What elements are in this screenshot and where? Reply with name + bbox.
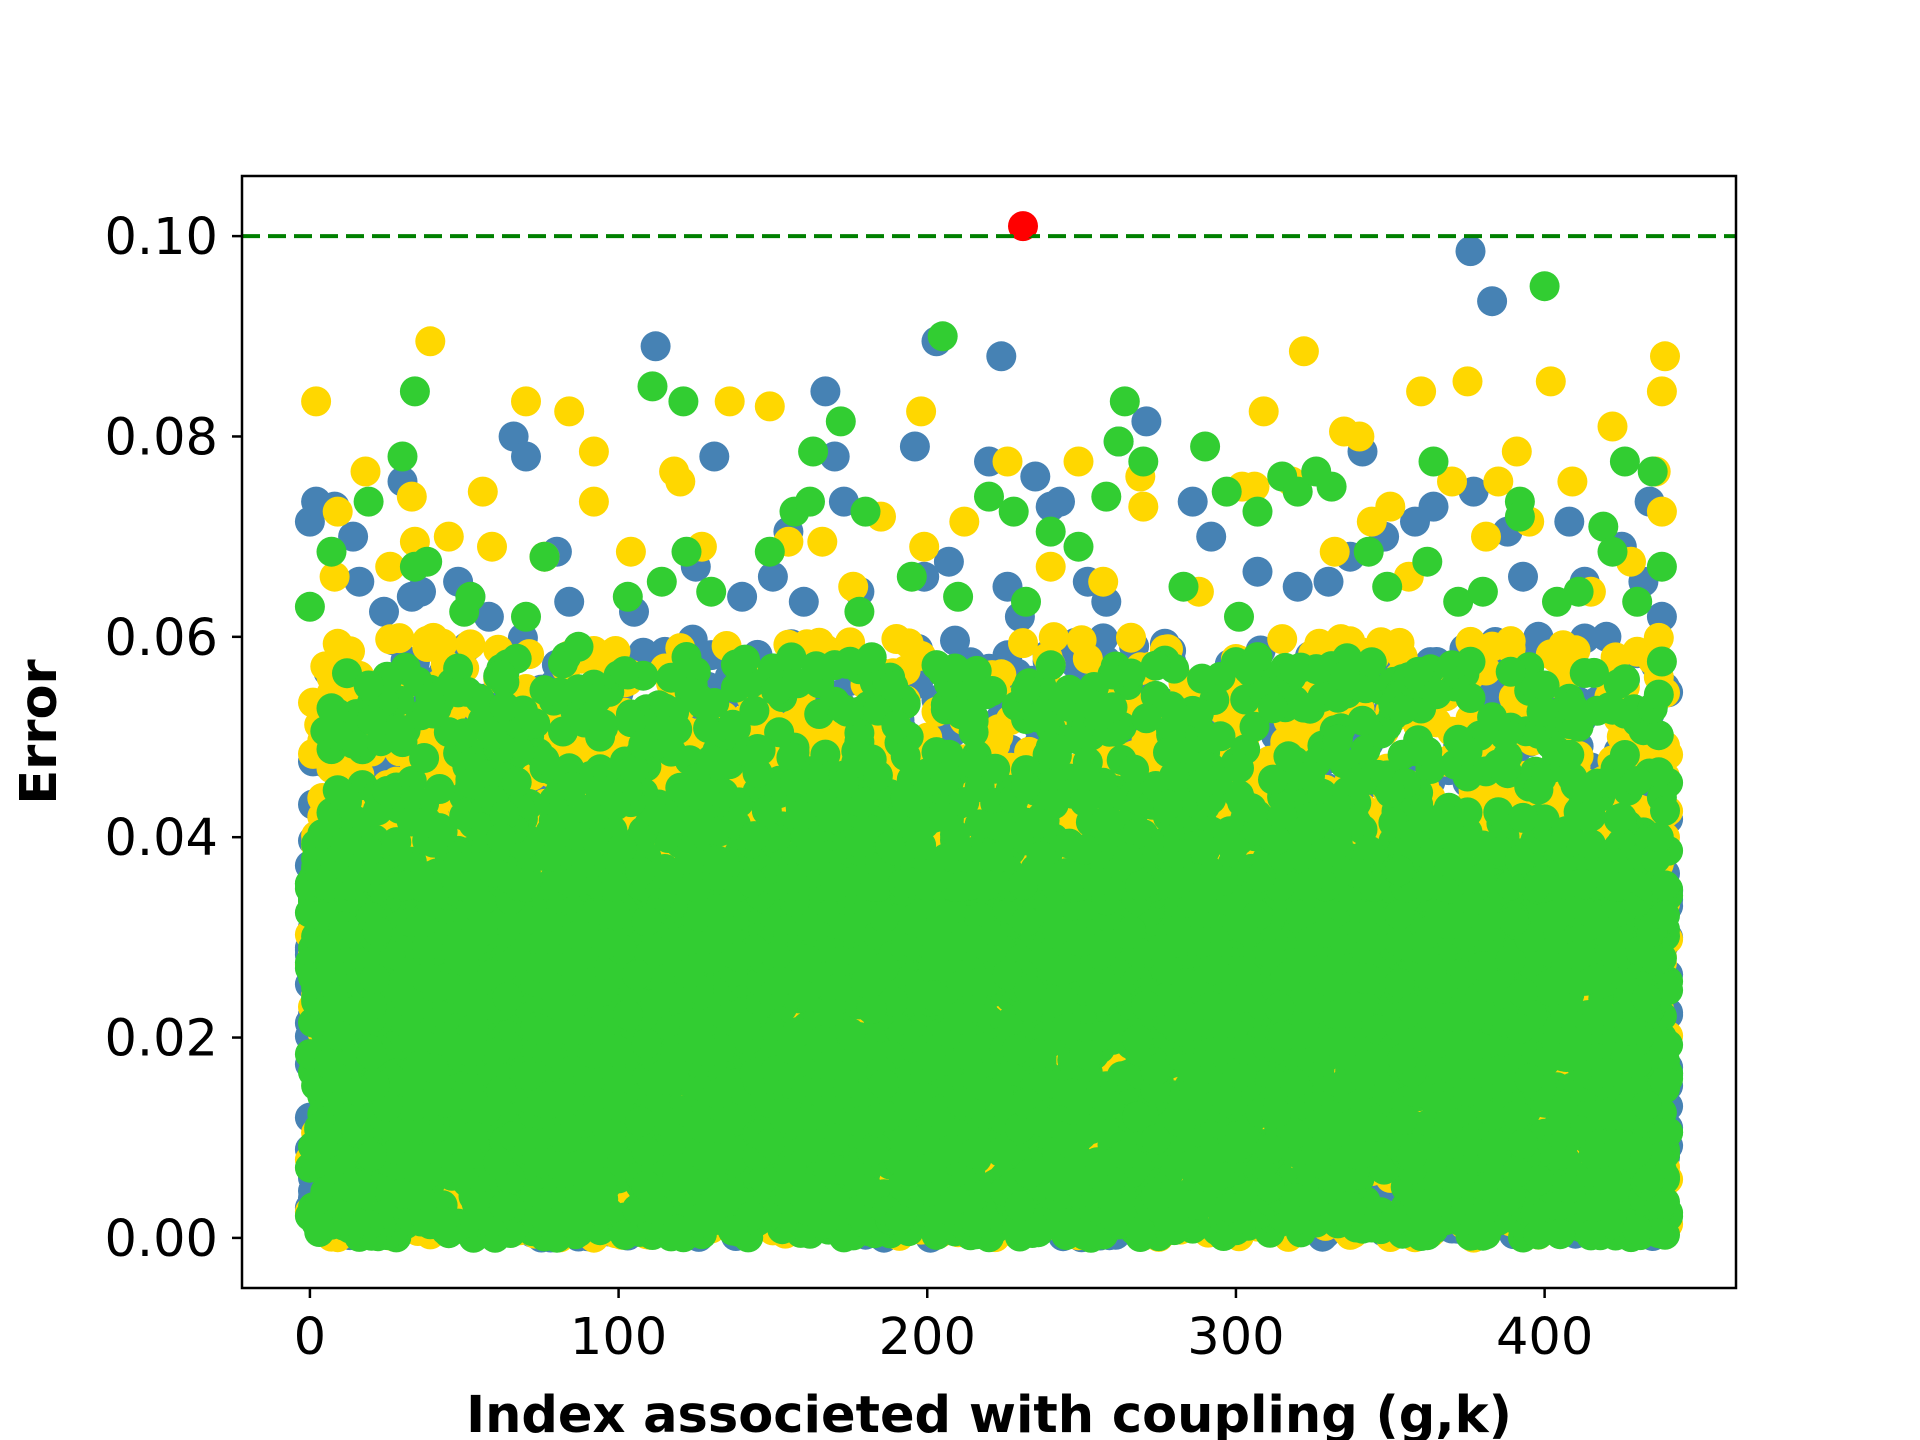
scatter-point bbox=[554, 586, 585, 617]
scatter-point bbox=[810, 376, 841, 407]
scatter-point bbox=[511, 441, 541, 472]
plot-area bbox=[242, 211, 1736, 1253]
scatter-point bbox=[1455, 236, 1486, 267]
scatter-point bbox=[986, 341, 1017, 372]
scatter-point bbox=[1554, 506, 1585, 537]
scatter-point bbox=[1418, 491, 1449, 522]
scatter-point bbox=[727, 581, 758, 612]
scatter-point bbox=[1196, 521, 1227, 552]
scatter-point bbox=[344, 566, 375, 597]
scatter-point bbox=[699, 441, 730, 472]
scatter-point bbox=[1045, 486, 1075, 517]
scatter-point bbox=[640, 331, 671, 362]
scatter-point bbox=[1177, 486, 1208, 517]
scatter-point bbox=[1477, 286, 1508, 317]
scatter-point bbox=[940, 625, 970, 656]
scatter-point bbox=[1282, 571, 1313, 602]
scatter-point bbox=[369, 596, 399, 627]
scatter-point bbox=[899, 431, 930, 462]
scatter-point bbox=[406, 576, 436, 607]
scatter-point bbox=[788, 586, 819, 617]
scatter-point bbox=[1508, 561, 1538, 592]
scatter-point bbox=[1242, 556, 1273, 587]
scatter-point bbox=[1313, 566, 1344, 597]
scatter-point bbox=[1020, 461, 1051, 492]
